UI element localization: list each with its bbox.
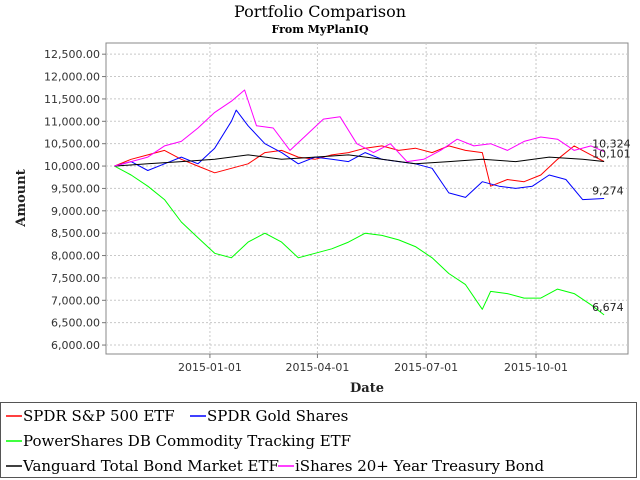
x-tick-label: 2015-01-01 — [178, 361, 242, 374]
y-tick-label: 12,000.00 — [44, 71, 100, 84]
x-axis-ticks: 2015-01-01 2015-04-01 2015-07-01 2015-10-01 — [178, 354, 568, 374]
x-tick-label: 2015-04-01 — [285, 361, 349, 374]
y-tick-label: 8,000.00 — [51, 250, 100, 263]
y-tick-label: 7,000.00 — [51, 294, 100, 307]
series-lines — [114, 89, 605, 316]
legend-label-1: SPDR Gold Shares — [207, 407, 348, 425]
y-tick-label: 12,500.00 — [44, 48, 100, 61]
chart-title: Portfolio Comparison — [234, 2, 406, 21]
grid-lines — [106, 43, 628, 354]
y-tick-label: 6,500.00 — [51, 317, 100, 330]
y-tick-label: 11,000.00 — [44, 115, 100, 128]
legend-label-4: iShares 20+ Year Treasury Bond — [295, 457, 544, 475]
end-label-4: 10,324 — [592, 138, 631, 151]
legend-label-2: PowerShares DB Commodity Tracking ETF — [23, 432, 351, 450]
x-tick-label: 2015-10-01 — [504, 361, 568, 374]
y-tick-label: 6,000.00 — [51, 339, 100, 352]
series-line-3 — [114, 154, 605, 167]
end-label-2: 6,674 — [592, 301, 624, 314]
series-line-4 — [114, 89, 605, 167]
x-tick-label: 2015-07-01 — [394, 361, 458, 374]
chart-subtitle: From MyPlanIQ — [271, 23, 369, 36]
legend-label-0: SPDR S&P 500 ETF — [23, 407, 175, 425]
series-line-1 — [114, 109, 605, 201]
y-tick-label: 11,500.00 — [44, 93, 100, 106]
y-tick-label: 10,500.00 — [44, 138, 100, 151]
series-line-2 — [114, 165, 605, 316]
y-axis-label: Amount — [14, 169, 29, 227]
legend-box — [0, 402, 637, 478]
y-axis-ticks: 6,000.00 6,500.00 7,000.00 7,500.00 8,000.00… — [44, 48, 106, 352]
y-tick-label: 9,500.00 — [51, 182, 100, 195]
x-axis-label: Date — [350, 381, 384, 396]
end-label-3: 10,101 — [592, 148, 631, 161]
y-tick-label: 10,000.00 — [44, 160, 100, 173]
plot-area — [105, 42, 629, 355]
legend: SPDR S&P 500 ETF SPDR Gold Shares PowerSha… — [6, 407, 544, 475]
y-tick-label: 8,500.00 — [51, 227, 100, 240]
y-tick-label: 7,500.00 — [51, 272, 100, 285]
legend-label-3: Vanguard Total Bond Market ETF — [22, 457, 279, 475]
end-label-1: 9,274 — [592, 185, 624, 198]
y-tick-label: 9,000.00 — [51, 205, 100, 218]
